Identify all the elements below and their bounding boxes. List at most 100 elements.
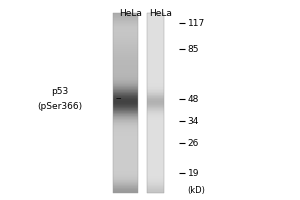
Text: 34: 34 xyxy=(188,116,199,126)
Bar xyxy=(112,149,138,150)
Bar xyxy=(147,184,164,185)
Bar xyxy=(147,187,164,188)
Bar xyxy=(112,61,138,62)
Bar xyxy=(147,81,164,82)
Bar xyxy=(147,67,164,68)
Text: (kD): (kD) xyxy=(188,186,206,194)
Bar xyxy=(147,75,164,76)
Text: p53: p53 xyxy=(51,87,69,96)
Bar xyxy=(147,43,164,44)
Bar xyxy=(112,20,138,21)
Bar xyxy=(147,186,164,187)
Bar xyxy=(112,112,138,113)
Bar xyxy=(147,130,164,131)
Bar xyxy=(112,139,138,140)
Bar xyxy=(147,93,164,94)
Bar xyxy=(147,27,164,28)
Bar xyxy=(147,191,164,192)
Bar xyxy=(147,145,164,146)
Bar xyxy=(112,57,138,58)
Bar xyxy=(147,33,164,34)
Text: 117: 117 xyxy=(188,19,205,27)
Bar xyxy=(112,138,138,139)
Bar xyxy=(112,147,138,148)
Bar xyxy=(147,110,164,111)
Bar xyxy=(147,74,164,75)
Bar xyxy=(147,132,164,133)
Bar xyxy=(147,133,164,134)
Bar xyxy=(112,107,138,108)
Bar xyxy=(112,69,138,70)
Bar xyxy=(112,51,138,52)
Bar xyxy=(112,145,138,146)
Bar xyxy=(147,49,164,50)
Bar xyxy=(112,72,138,73)
Bar xyxy=(112,137,138,138)
Bar xyxy=(112,68,138,69)
Bar xyxy=(112,142,138,143)
Bar xyxy=(112,186,138,187)
Bar xyxy=(112,100,138,101)
Bar xyxy=(112,43,138,44)
Bar xyxy=(112,143,138,144)
Bar xyxy=(147,92,164,93)
Bar xyxy=(112,50,138,51)
Bar xyxy=(112,130,138,131)
Bar xyxy=(112,29,138,30)
Bar xyxy=(147,34,164,35)
Bar xyxy=(147,82,164,83)
Bar xyxy=(112,43,138,44)
Bar xyxy=(112,79,138,80)
Bar xyxy=(112,55,138,56)
Bar xyxy=(147,51,164,52)
Bar xyxy=(147,55,164,56)
Bar xyxy=(147,144,164,145)
Bar xyxy=(112,60,138,61)
Bar xyxy=(112,67,138,68)
Bar xyxy=(112,116,138,117)
Bar xyxy=(147,142,164,143)
Bar xyxy=(147,106,164,107)
Bar xyxy=(147,124,164,125)
Bar xyxy=(112,90,138,91)
Text: 85: 85 xyxy=(188,45,199,53)
Bar xyxy=(147,169,164,170)
Bar xyxy=(112,18,138,19)
Bar xyxy=(147,141,164,142)
Bar xyxy=(112,21,138,22)
Bar xyxy=(112,61,138,62)
Bar xyxy=(112,181,138,182)
Bar xyxy=(147,180,164,181)
Bar xyxy=(147,46,164,47)
Bar xyxy=(147,127,164,128)
Bar xyxy=(147,173,164,174)
Bar xyxy=(147,131,164,132)
Bar xyxy=(112,169,138,170)
Text: 48: 48 xyxy=(188,95,199,104)
Bar xyxy=(147,73,164,74)
Bar xyxy=(147,136,164,137)
Bar xyxy=(112,117,138,118)
Bar xyxy=(147,55,164,56)
Bar xyxy=(112,159,138,160)
Bar xyxy=(147,181,164,182)
Bar xyxy=(112,109,138,110)
Bar xyxy=(147,58,164,59)
Bar xyxy=(112,52,138,53)
Bar xyxy=(112,155,138,156)
Bar xyxy=(147,52,164,53)
Bar xyxy=(147,90,164,91)
Bar xyxy=(147,187,164,188)
Bar xyxy=(112,178,138,179)
Bar xyxy=(147,58,164,59)
Bar xyxy=(147,13,164,193)
Bar xyxy=(147,24,164,25)
Bar xyxy=(112,144,138,145)
Bar xyxy=(147,85,164,86)
Bar xyxy=(147,64,164,65)
Bar xyxy=(112,123,138,124)
Text: 26: 26 xyxy=(188,138,199,148)
Bar xyxy=(147,162,164,163)
Bar xyxy=(147,172,164,173)
Bar xyxy=(147,169,164,170)
